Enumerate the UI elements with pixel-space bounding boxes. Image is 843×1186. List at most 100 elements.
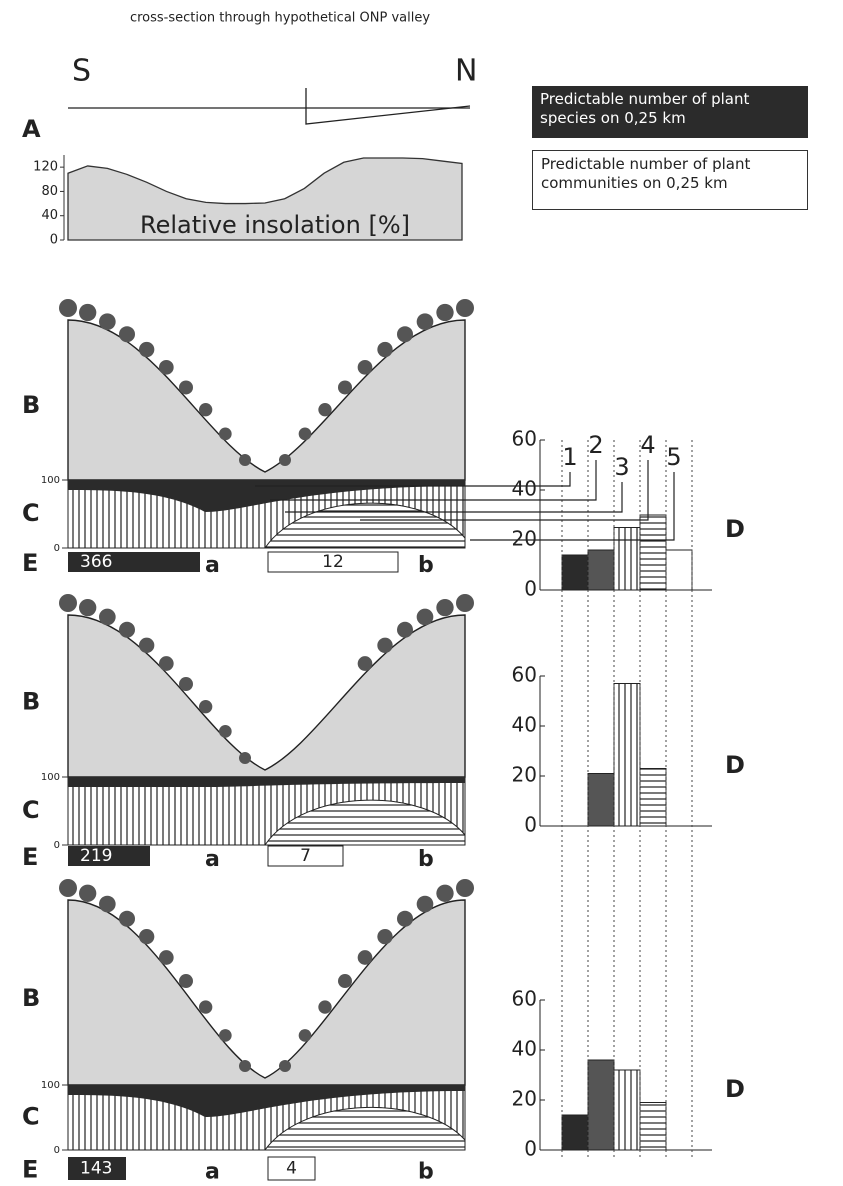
row-label: C [22, 796, 40, 824]
tree [397, 326, 413, 343]
side-label: b [418, 553, 434, 578]
pointer [470, 472, 675, 541]
bar [613, 683, 641, 827]
dark-area [68, 777, 465, 787]
tree [357, 950, 373, 965]
species-box [68, 552, 200, 572]
y-tick-label: 60 [512, 663, 537, 687]
side-label: a [205, 553, 220, 578]
tree [377, 341, 393, 358]
tree [79, 303, 97, 322]
y-tick-label: 20 [512, 527, 537, 551]
tree [239, 454, 251, 466]
c-tick-label: 100 [41, 772, 60, 783]
row-label: D [725, 1075, 745, 1103]
y-tick-label: 120 [33, 160, 58, 175]
dark-area [68, 1085, 465, 1117]
insolation-area [67, 157, 463, 241]
legend-communities: Predictable number of plant communities … [532, 150, 808, 210]
bar [613, 527, 641, 591]
y-tick-label: 20 [512, 1087, 537, 1111]
valley-profile [67, 614, 466, 778]
c-tick-label: 0 [54, 840, 60, 851]
side-label: b [418, 847, 434, 872]
row-label: D [725, 751, 745, 779]
column-label: 3 [614, 453, 629, 481]
communities-value: 7 [300, 846, 311, 866]
valley-profile [67, 319, 466, 481]
tree [318, 403, 332, 417]
column-label: 1 [562, 443, 577, 471]
tree [99, 608, 116, 626]
tree [456, 594, 474, 612]
tree [119, 326, 135, 343]
pointer [270, 460, 597, 501]
tree [338, 380, 352, 395]
tree [59, 879, 77, 897]
tree [139, 637, 155, 654]
row-label: B [22, 688, 40, 716]
tree [436, 303, 454, 322]
row-label: B [22, 984, 40, 1012]
c-tick-label: 100 [41, 475, 60, 486]
tree [397, 621, 413, 638]
slope-marker [305, 88, 471, 125]
communities-value: 4 [286, 1159, 297, 1179]
tree [159, 950, 174, 965]
y-tick-label: 40 [512, 713, 537, 737]
communities-box [267, 551, 399, 573]
species-box [68, 846, 150, 866]
dark-area [68, 480, 465, 512]
side-label: b [418, 1160, 434, 1185]
bar [587, 773, 615, 827]
tree [219, 725, 232, 738]
c-tick-label: 0 [54, 1145, 60, 1156]
tree [199, 700, 213, 714]
row-label: E [22, 549, 38, 577]
y-tick-label: 60 [512, 987, 537, 1011]
tree [179, 677, 193, 692]
valley-profile [67, 899, 466, 1086]
y-tick-label: 60 [512, 427, 537, 451]
tree [357, 656, 373, 671]
communities-area [264, 799, 466, 846]
y-tick-label: 0 [50, 233, 58, 248]
species-value: 366 [80, 552, 112, 572]
species-box [68, 1157, 126, 1180]
tree [318, 1000, 332, 1014]
pointer [360, 460, 649, 521]
tree [279, 1060, 291, 1072]
tree [199, 1000, 213, 1014]
tree [338, 974, 352, 989]
tree [397, 910, 413, 927]
tree [159, 656, 174, 671]
tree [199, 403, 213, 417]
tree [456, 879, 474, 897]
tree [179, 380, 193, 395]
tree [79, 884, 97, 902]
tree [239, 752, 251, 764]
legend-species: Predictable number of plant species on 0… [532, 86, 808, 138]
row-label: E [22, 1156, 38, 1184]
communities-area [264, 1107, 466, 1151]
tree [357, 360, 373, 375]
row-label: C [22, 1103, 40, 1131]
pointer [255, 472, 571, 487]
y-tick-label: 40 [512, 477, 537, 501]
tree [436, 598, 454, 617]
y-tick-label: 80 [41, 184, 58, 199]
tree [219, 1029, 232, 1042]
tree [99, 895, 116, 913]
species-value: 143 [80, 1159, 112, 1179]
communities-value: 12 [322, 552, 344, 572]
title: cross-section through hypothetical ONP v… [130, 11, 430, 26]
tree [99, 313, 116, 331]
column-label: 4 [640, 431, 655, 459]
row-label: E [22, 843, 38, 871]
caption: Relative insolation [%] [140, 211, 410, 239]
c-tick-label: 100 [41, 1080, 60, 1091]
y-tick-label: 0 [524, 1137, 537, 1161]
panel-label: A [22, 115, 41, 143]
tree [416, 313, 434, 331]
